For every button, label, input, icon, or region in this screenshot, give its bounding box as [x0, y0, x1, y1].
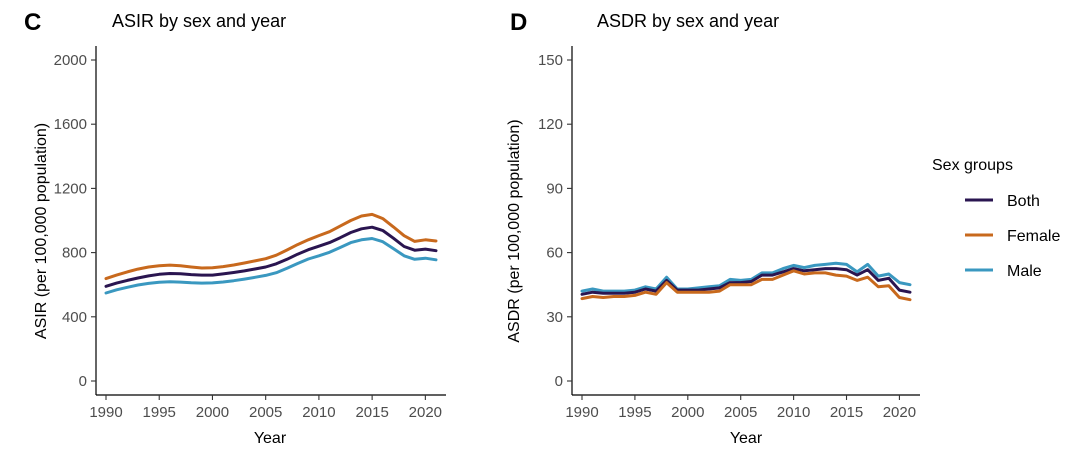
panel-c-y-tick-label: 800: [62, 245, 87, 262]
panel-c-y-tick-label: 0: [79, 373, 87, 390]
panel-d-x-tick-label: 2000: [671, 404, 704, 421]
panel-c-y-tick-label: 400: [62, 309, 87, 326]
panel-d-series-male-line: [580, 261, 912, 293]
panel-d-y-tick-label: 60: [546, 245, 563, 262]
panel-d-x-tick-label: 1990: [565, 404, 598, 421]
panel-d-x-axis-title: Year: [730, 430, 763, 447]
panel-d-x-tick-label: 1995: [618, 404, 651, 421]
panel-c-y-tick-label: 1600: [54, 116, 87, 133]
panel-d-x-tick-label: 2010: [777, 404, 810, 421]
panel-c-x-tick-label: 2005: [249, 404, 282, 421]
panel-d-title: ASDR by sex and year: [597, 11, 779, 31]
panel-c-y-tick-label: 2000: [54, 52, 87, 69]
panel-d-series-female-line: [580, 269, 912, 302]
panel-c-x-tick-label: 2000: [196, 404, 229, 421]
panel-c-series-both-line: [104, 225, 438, 288]
panel-d-series-both-line: [580, 267, 912, 296]
panel-d-letter: D: [510, 9, 527, 36]
panel-c-letter: C: [24, 9, 41, 36]
panel-c-title: ASIR by sex and year: [112, 11, 286, 31]
panel-c-x-tick-label: 2020: [409, 404, 442, 421]
panel-d-x-tick-label: 2015: [830, 404, 863, 421]
panel-c-y-axis-title: ASIR (per 100,000 population): [33, 123, 50, 339]
legend-title: Sex groups: [932, 157, 1013, 174]
panel-d: D ASDR by sex and year ASDR (per 100,000…: [506, 9, 779, 447]
panel-d-y-tick-label: 90: [546, 180, 563, 197]
legend-label-female: Female: [1007, 228, 1060, 245]
panel-c-x-axis-title: Year: [254, 430, 287, 447]
panel-c-x-tick-label: 2015: [355, 404, 388, 421]
panel-c-y-tick-label: 1200: [54, 180, 87, 197]
panel-c-x-tick-label: 1995: [143, 404, 176, 421]
panel-c-series-male-line: [104, 237, 438, 295]
panel-d-x-tick-label: 2005: [724, 404, 757, 421]
panel-d-plot-area: 0 30 60 90 120 150 1990 1995 2000 2005 2010 2015 202…: [538, 46, 920, 421]
panel-d-y-tick-label: 120: [538, 116, 563, 133]
panel-d-y-axis-title: ASDR (per 100,000 population): [506, 119, 523, 342]
panel-c-x-tick-label: 1990: [89, 404, 122, 421]
panel-c-plot-area: 0 400 800 1200 1600 2000 1990 1995 2000 2005 2010 2…: [54, 46, 446, 421]
panel-d-y-tick-label: 0: [555, 373, 563, 390]
panel-d-y-tick-label: 30: [546, 309, 563, 326]
legend-label-male: Male: [1007, 263, 1042, 280]
panel-c: C ASIR by sex and year ASIR (per 100,000…: [24, 9, 287, 447]
panel-c-x-tick-label: 2010: [302, 404, 335, 421]
panel-c-series-female-line: [104, 212, 438, 281]
panel-d-x-tick-label: 2020: [883, 404, 916, 421]
legend: Sex groups Both Female Male: [932, 157, 1060, 280]
panel-d-y-tick-label: 150: [538, 52, 563, 69]
legend-label-both: Both: [1007, 193, 1040, 210]
